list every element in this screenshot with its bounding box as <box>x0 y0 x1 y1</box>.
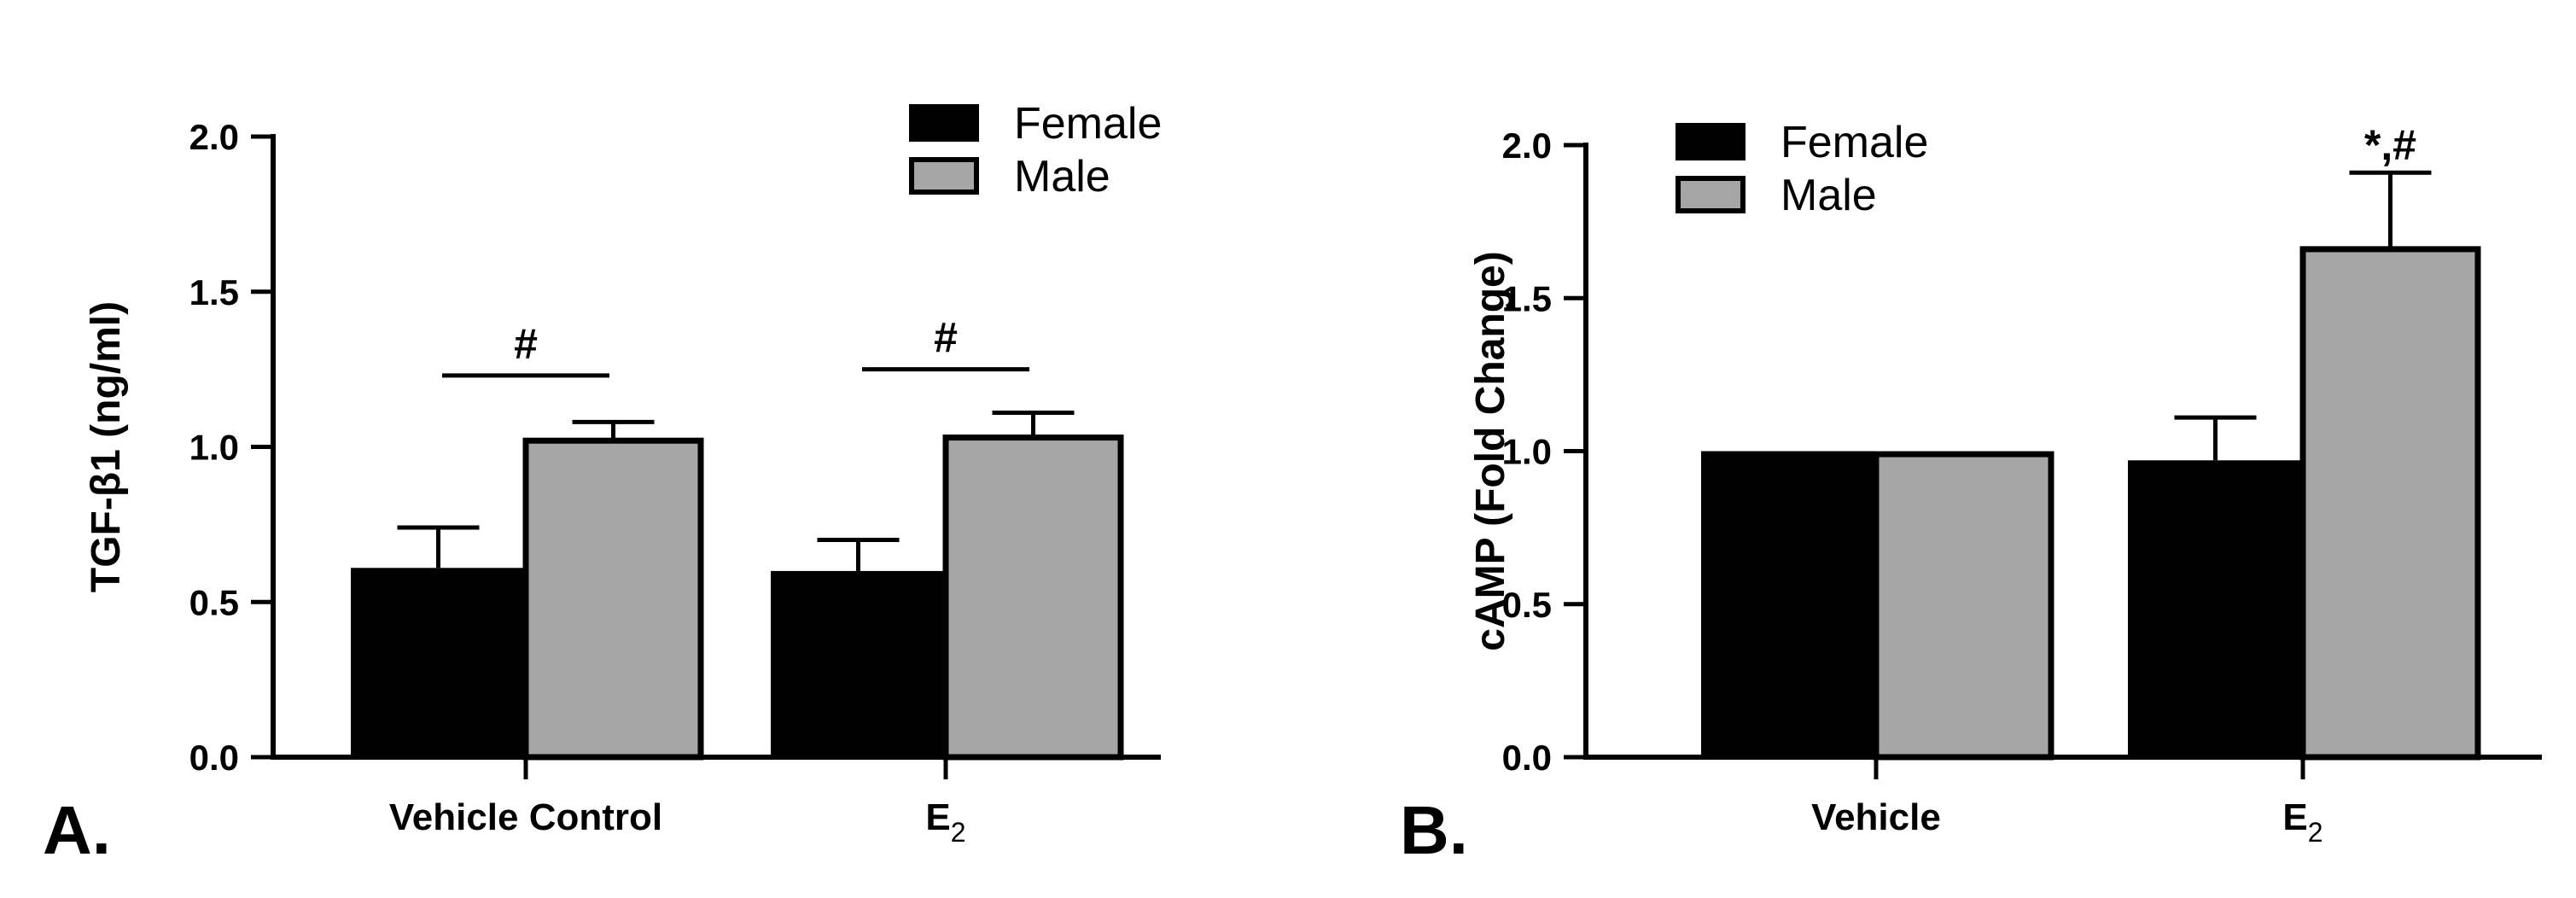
bar-female-2 <box>771 570 946 757</box>
legend-label-male: Male <box>1014 152 1110 201</box>
legend-swatch-female <box>1676 123 1746 160</box>
legend-swatch-male <box>909 157 979 195</box>
y-tick-label: 2.0 <box>1502 125 1552 166</box>
y-tick-label: 1.0 <box>189 428 239 468</box>
bar-female-2 <box>2128 460 2303 757</box>
legend-swatch-female <box>909 104 979 142</box>
x-category-label-text: E <box>925 796 950 838</box>
bar-female-1 <box>351 568 526 757</box>
panel-label: B. <box>1400 792 1468 868</box>
y-tick-label: 1.5 <box>1502 278 1552 318</box>
y-tick-label: 2.0 <box>189 117 239 157</box>
y-tick-label: 0.5 <box>1502 585 1552 625</box>
y-tick-label: 0.0 <box>1502 738 1552 778</box>
x-category-label: Vehicle Control <box>389 796 662 838</box>
y-tick-label: 1.0 <box>1502 432 1552 472</box>
significance-label: *,# <box>2364 121 2416 169</box>
x-category-subscript: 2 <box>951 817 966 848</box>
y-axis-title: cAMP (Fold Change) <box>1468 251 1513 650</box>
y-tick-label: 0.5 <box>189 582 239 622</box>
x-category-label: Vehicle <box>1811 796 1941 838</box>
chart-panel-b: 0.0 0.5 1.0 1.5 2.0 Vehicle E2 cAMP (Fold Chang… <box>1400 118 2542 868</box>
x-category-label-text: Vehicle <box>1811 796 1941 838</box>
y-axis-title: TGF-β1 (ng/ml) <box>84 301 129 592</box>
bar-female-1 <box>1701 451 1876 757</box>
legend-label-female: Female <box>1014 99 1162 149</box>
x-category-label-text: E <box>2282 796 2307 838</box>
bar-male-1 <box>522 437 704 761</box>
x-category-label: E2 <box>925 796 965 848</box>
panel-label: A. <box>43 792 111 868</box>
x-category-label-text: Vehicle Control <box>389 796 662 838</box>
chart-panel-a: 0.0 0.5 1.0 1.5 2.0 Vehicle Control E2 TGF-β1 (… <box>43 99 1162 868</box>
legend-swatch-male <box>1676 176 1746 213</box>
x-category-label: E2 <box>2282 796 2322 848</box>
bar-male-1 <box>1873 451 2054 761</box>
bar-male-2 <box>2299 246 2481 761</box>
y-tick-label: 1.5 <box>189 272 239 312</box>
significance-label: # <box>934 314 958 362</box>
legend-label-female: Female <box>1780 118 1928 167</box>
significance-label: # <box>514 320 538 368</box>
legend-label-male: Male <box>1780 171 1877 220</box>
bar-male-2 <box>942 434 1124 761</box>
x-category-subscript: 2 <box>2308 817 2323 848</box>
y-tick-label: 0.0 <box>189 738 239 778</box>
